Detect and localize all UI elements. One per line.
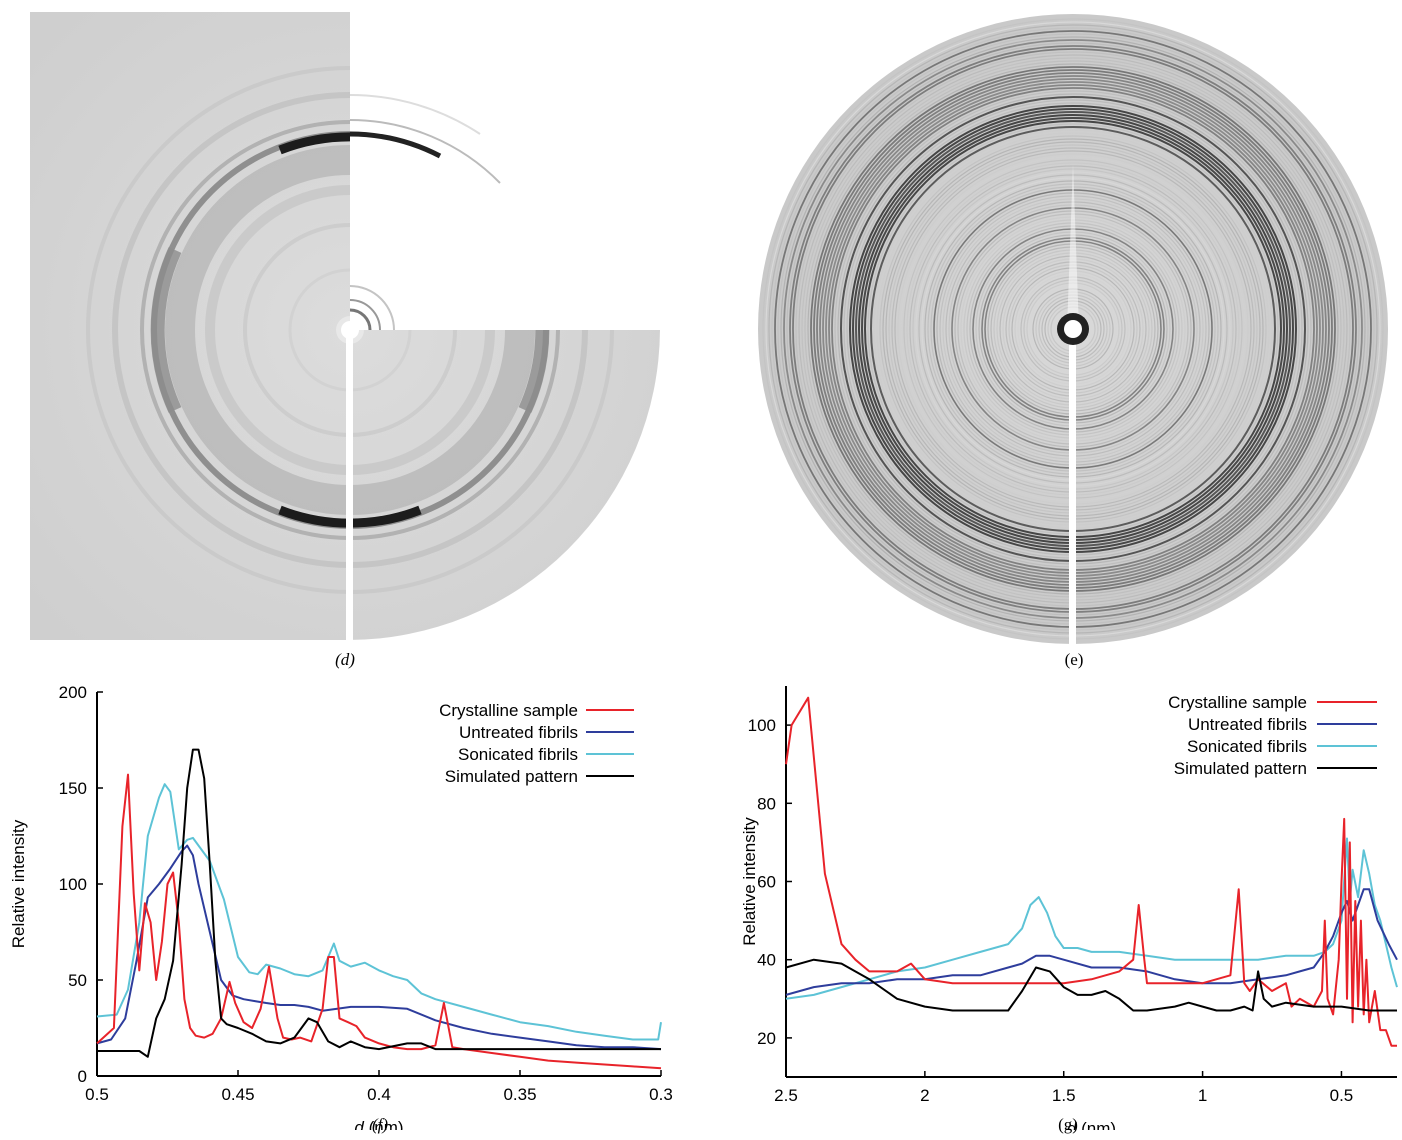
chart-f: 0.5 0.45 0.4 0.35 0.3 0 50 100 150 200 d (nm) Relat… xyxy=(9,683,673,1130)
x-tick-label: 0.3 xyxy=(649,1085,673,1104)
y-tick-label: 60 xyxy=(757,873,776,892)
x-axis-label-symbol: d xyxy=(1067,1119,1077,1130)
x-axis-label-unit: (nm) xyxy=(1076,1119,1116,1130)
x-tick-label: 0.4 xyxy=(367,1085,391,1104)
x-tick-label: 2 xyxy=(920,1086,929,1105)
legend-label-untreated: Untreated fibrils xyxy=(459,723,578,742)
legend-label-simulated: Simulated pattern xyxy=(1174,759,1307,778)
y-tick-label: 100 xyxy=(748,716,776,735)
legend-label-simulated: Simulated pattern xyxy=(445,767,578,786)
legend-label-crystalline: Crystalline sample xyxy=(1168,693,1307,712)
panel-label-g: (g) xyxy=(1058,1115,1078,1134)
x-tick-label: 0.45 xyxy=(221,1085,254,1104)
y-axis-label: Relative intensity xyxy=(740,817,759,946)
legend-label-untreated: Untreated fibrils xyxy=(1188,715,1307,734)
y-tick-label: 50 xyxy=(68,971,87,990)
chart-g: 2.5 2 1.5 1 0.5 20 40 60 80 100 d (nm) Relative int… xyxy=(740,686,1398,1130)
y-tick-label: 150 xyxy=(59,779,87,798)
panel-label-d: (d) xyxy=(335,650,355,669)
y-tick-label: 80 xyxy=(757,794,776,813)
y-axis-label: Relative intensity xyxy=(9,819,28,948)
y-tick-label: 100 xyxy=(59,875,87,894)
y-tick-label: 20 xyxy=(757,1029,776,1048)
series-line-crystalline xyxy=(785,696,1397,1047)
legend: Crystalline sample Untreated fibrils Sonic… xyxy=(1168,693,1377,778)
diffraction-pattern-e xyxy=(758,14,1388,644)
panel-label-e: (e) xyxy=(1064,650,1084,669)
series-line-simulated xyxy=(785,958,1397,1012)
panel-label-f: (f) xyxy=(371,1115,389,1134)
x-tick-label: 1.5 xyxy=(1052,1086,1076,1105)
axes: 0.5 0.45 0.4 0.35 0.3 0 50 100 150 200 xyxy=(59,683,673,1104)
y-tick-label: 0 xyxy=(78,1067,87,1086)
series-line-untreated xyxy=(96,844,662,1051)
plot-area xyxy=(96,748,662,1070)
plot-area xyxy=(785,696,1398,1047)
x-tick-label: 0.35 xyxy=(503,1085,536,1104)
diffraction-pattern-d xyxy=(30,12,660,640)
x-tick-label: 0.5 xyxy=(1330,1086,1354,1105)
y-tick-label: 40 xyxy=(757,951,776,970)
legend: Crystalline sample Untreated fibrils Sonic… xyxy=(439,701,634,786)
x-axis-label: d (nm) xyxy=(354,1118,403,1130)
legend-label-crystalline: Crystalline sample xyxy=(439,701,578,720)
x-tick-label: 1 xyxy=(1198,1086,1207,1105)
series-line-simulated xyxy=(97,748,661,1058)
x-tick-label: 0.5 xyxy=(85,1085,109,1104)
legend-label-sonicated: Sonicated fibrils xyxy=(458,745,578,764)
series-line-sonicated xyxy=(96,783,662,1041)
x-axis-label: d (nm) xyxy=(1067,1119,1116,1130)
x-tick-label: 2.5 xyxy=(774,1086,798,1105)
y-tick-label: 200 xyxy=(59,683,87,702)
x-axis-label-unit: (nm) xyxy=(364,1118,404,1130)
legend-label-sonicated: Sonicated fibrils xyxy=(1187,737,1307,756)
series-line-crystalline xyxy=(96,773,662,1070)
series-line-sonicated xyxy=(785,837,1398,1000)
x-axis-label-symbol: d xyxy=(354,1118,364,1130)
axes: 2.5 2 1.5 1 0.5 20 40 60 80 100 xyxy=(748,686,1397,1105)
